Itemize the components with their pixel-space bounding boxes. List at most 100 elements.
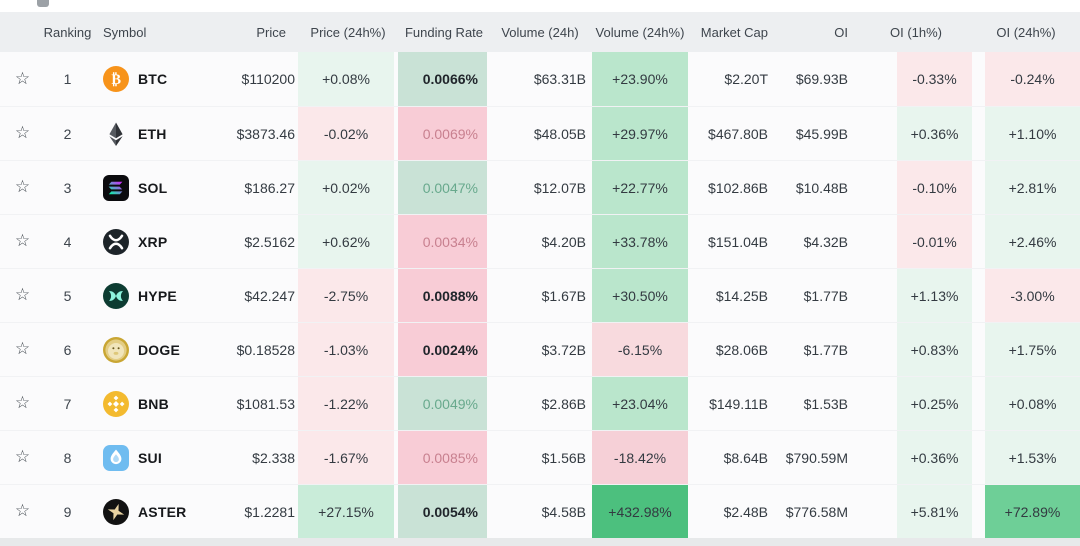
hype-icon [103,282,129,309]
favorite-star-button[interactable]: ☆ [14,123,31,143]
funding-rate-cell-value: 0.0054% [398,485,487,538]
symbol-cell[interactable]: BNB [90,377,232,430]
oi-cell: $1.77B [803,287,848,304]
symbol-cell[interactable]: XRP [90,215,232,268]
table-row[interactable]: ☆ 9 ASTER $1.2281 +27.15% 0.0054% $4.58B +432.9… [0,484,1080,538]
eth-icon [109,122,123,146]
sui-icon [103,444,129,471]
volume-24h-pct-cell-value: -18.42% [592,431,688,484]
column-header-oi[interactable]: OI [834,24,848,40]
favorite-star-button[interactable]: ☆ [14,393,31,413]
favorite-star-button[interactable]: ☆ [14,339,31,359]
cropped-toolbar-icon [37,0,49,7]
ranking-cell: 7 [63,395,72,412]
favorite-cell: ☆ [0,485,45,538]
table-row[interactable]: ☆ 7 BNB $1081.53 -1.22% 0.0049% $2.86B +23.04% $… [0,376,1080,430]
price-24h-pct-cell-value: -0.02% [298,107,394,160]
price-24h-pct-cell: +0.62% [298,215,398,268]
ranking-cell: 4 [63,233,72,250]
column-header-oi_1h[interactable]: OI (1h%) [889,24,942,40]
oi-cell: $776.58M [785,503,848,520]
column-header-oi_24h[interactable]: OI (24h%) [996,24,1056,40]
table-row[interactable]: ☆ 3 SOL $186.27 +0.02% 0.0047% $12.07B +22.77% $… [0,160,1080,214]
table-row[interactable]: ☆ 5 HYPE $42.247 -2.75% 0.0088% $1.67B +30.50% $… [0,268,1080,322]
column-header-price[interactable]: Price [256,24,286,40]
volume-24h-pct-cell-value: +432.98% [592,485,688,538]
favorite-star-button[interactable]: ☆ [14,447,31,467]
oi-1h-pct-cell-value: +0.25% [897,377,972,430]
symbol-cell[interactable]: ETH [90,107,232,160]
oi-24h-pct-cell: -3.00% [972,269,1080,322]
symbol-cell[interactable]: ASTER [90,485,232,538]
volume-24h-cell: $2.86B [541,395,586,412]
oi-1h-pct-cell: -0.01% [860,215,972,268]
price-cell: $3873.46 [236,125,295,142]
oi-1h-pct-cell-value: +1.13% [897,269,972,322]
volume-24h-pct-cell: +33.78% [590,215,690,268]
symbol-label: BTC [138,71,168,87]
symbol-cell[interactable]: DOGE [90,323,232,376]
price-24h-pct-cell-value: +0.62% [298,215,394,268]
market-cap-cell: $28.06B [715,341,768,358]
volume-24h-pct-cell-value: -6.15% [592,323,688,376]
table-row[interactable]: ☆ 1 ₿ BTC $110200 +0.08% 0.0066% $63.31B +23.90%… [0,52,1080,106]
symbol-label: ASTER [138,503,187,520]
table-row[interactable]: ☆ 8 SUI $2.338 -1.67% 0.0085% $1.56B -18.42% $8.… [0,430,1080,484]
price-24h-pct-cell: -0.02% [298,107,398,160]
oi-24h-pct-cell-value: +1.10% [985,107,1080,160]
table-row[interactable]: ☆ 2 ETH $3873.46 -0.02% 0.0069% $48.05B +29.97%… [0,106,1080,160]
ranking-cell: 2 [63,125,72,142]
funding-rate-cell: 0.0054% [398,485,490,538]
favorite-cell: ☆ [0,269,45,322]
column-header-funding_rate[interactable]: Funding Rate [404,24,484,40]
price-24h-pct-cell-value: -1.22% [298,377,394,430]
column-header-volume_24h_pct[interactable]: Volume (24h%) [595,24,685,40]
favorite-cell: ☆ [0,215,45,268]
volume-24h-pct-cell-value: +30.50% [592,269,688,322]
symbol-cell[interactable]: SOL [90,161,232,214]
price-cell: $0.18528 [236,341,295,358]
symbol-cell[interactable]: HYPE [90,269,232,322]
column-header-symbol[interactable]: Symbol [103,24,147,40]
favorite-column-header [0,12,45,52]
column-header-volume_24h[interactable]: Volume (24h) [501,24,579,40]
price-24h-pct-cell: -1.22% [298,377,398,430]
funding-rate-cell: 0.0085% [398,431,490,484]
oi-24h-pct-cell: +1.75% [972,323,1080,376]
funding-rate-cell-value: 0.0047% [398,161,487,214]
volume-24h-cell: $4.20B [541,233,586,250]
symbol-cell[interactable]: SUI [90,431,232,484]
volume-24h-pct-cell: +22.77% [590,161,690,214]
volume-24h-cell: $1.67B [541,287,586,304]
favorite-star-button[interactable]: ☆ [14,285,31,305]
btc-icon: ₿ [103,66,129,92]
favorite-star-button[interactable]: ☆ [14,68,31,89]
volume-24h-pct-cell: +30.50% [590,269,690,322]
oi-24h-pct-cell: -0.24% [972,52,1080,106]
oi-1h-pct-cell: +1.13% [860,269,972,322]
favorite-cell: ☆ [0,323,45,376]
aster-icon [103,498,129,525]
volume-24h-pct-cell: +23.90% [590,52,690,106]
market-cap-cell: $2.20T [724,71,768,87]
oi-1h-pct-cell: +5.81% [860,485,972,538]
price-24h-pct-cell-value: +27.15% [298,485,394,538]
column-header-market_cap[interactable]: Market Cap [700,24,768,40]
funding-rate-cell: 0.0024% [398,323,490,376]
column-header-ranking[interactable]: Ranking [43,24,92,40]
oi-1h-pct-cell: -0.10% [860,161,972,214]
oi-1h-pct-cell: +0.36% [860,431,972,484]
symbol-label: XRP [138,233,168,250]
oi-1h-pct-cell: +0.25% [860,377,972,430]
favorite-star-button[interactable]: ☆ [14,231,31,251]
favorite-star-button[interactable]: ☆ [14,501,31,521]
funding-rate-cell-value: 0.0034% [398,215,487,268]
column-header-price_24h[interactable]: Price (24h%) [310,24,386,40]
table-row[interactable]: ☆ 4 XRP $2.5162 +0.62% 0.0034% $4.20B +33.78% $1… [0,214,1080,268]
favorite-star-button[interactable]: ☆ [14,177,31,197]
favorite-cell: ☆ [0,377,45,430]
price-24h-pct-cell: +0.08% [298,52,398,106]
symbol-cell[interactable]: ₿ BTC [90,52,232,106]
table-row[interactable]: ☆ 6 DOGE $0.18528 -1.03% 0.0024% $3.72B -6.15% $… [0,322,1080,376]
symbol-label: SOL [138,179,168,196]
